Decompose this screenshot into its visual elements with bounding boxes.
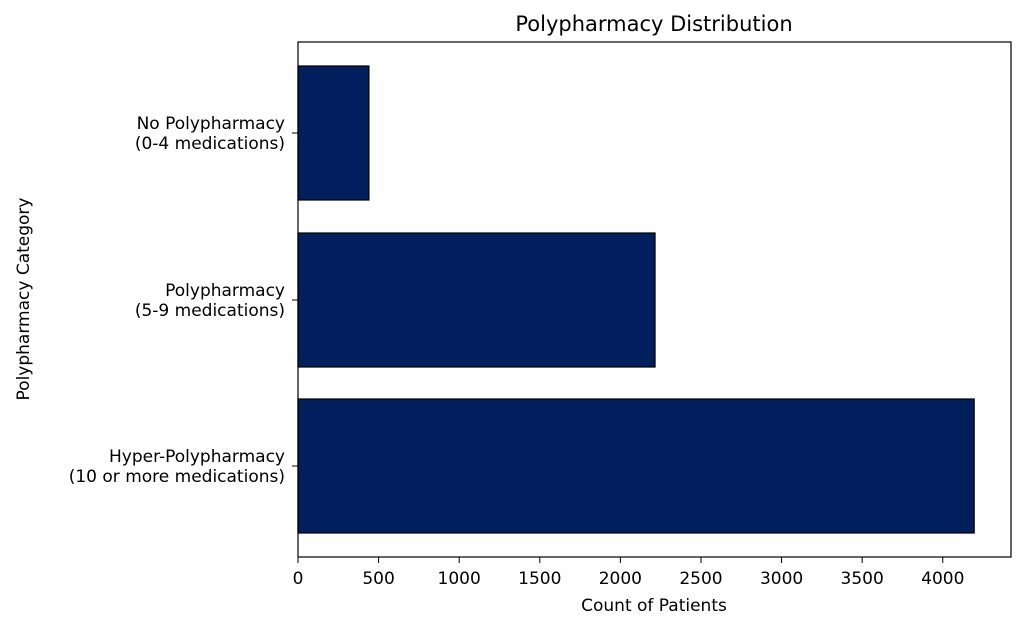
x-tick-label: 1000 [438,569,481,589]
bar-3 [297,398,975,534]
bar-2 [297,232,656,368]
x-tick-label: 3500 [841,569,884,589]
x-axis-ticks: 0 500 1000 1500 2000 2500 3000 3500 4000 [293,557,964,589]
x-tick-label: 0 [293,569,304,589]
x-tick-label: 500 [362,569,394,589]
y-category-label: Hyper-Polypharmacy (10 or more medication… [69,447,285,487]
x-tick-label: 1500 [518,569,561,589]
x-tick-label: 2000 [599,569,642,589]
category-range: (5-9 medications) [135,301,285,321]
y-category-label: Polypharmacy (5-9 medications) [135,281,285,321]
x-tick-label: 3000 [760,569,803,589]
bars-group [297,65,975,534]
bar-1 [297,65,370,201]
category-name: Polypharmacy [165,281,285,301]
x-tick-label: 2500 [679,569,722,589]
category-name: No Polypharmacy [137,114,285,134]
category-range: (0-4 medications) [135,134,285,154]
y-axis-title: Polypharmacy Category [14,198,34,401]
category-name: Hyper-Polypharmacy [109,447,285,467]
x-axis-title: Count of Patients [581,596,727,616]
x-tick-label: 4000 [921,569,964,589]
chart-title: Polypharmacy Distribution [515,12,792,36]
y-axis-categories: No Polypharmacy (0-4 medications) Polyphar… [69,114,298,487]
y-category-label: No Polypharmacy (0-4 medications) [135,114,285,154]
category-range: (10 or more medications) [69,467,285,487]
